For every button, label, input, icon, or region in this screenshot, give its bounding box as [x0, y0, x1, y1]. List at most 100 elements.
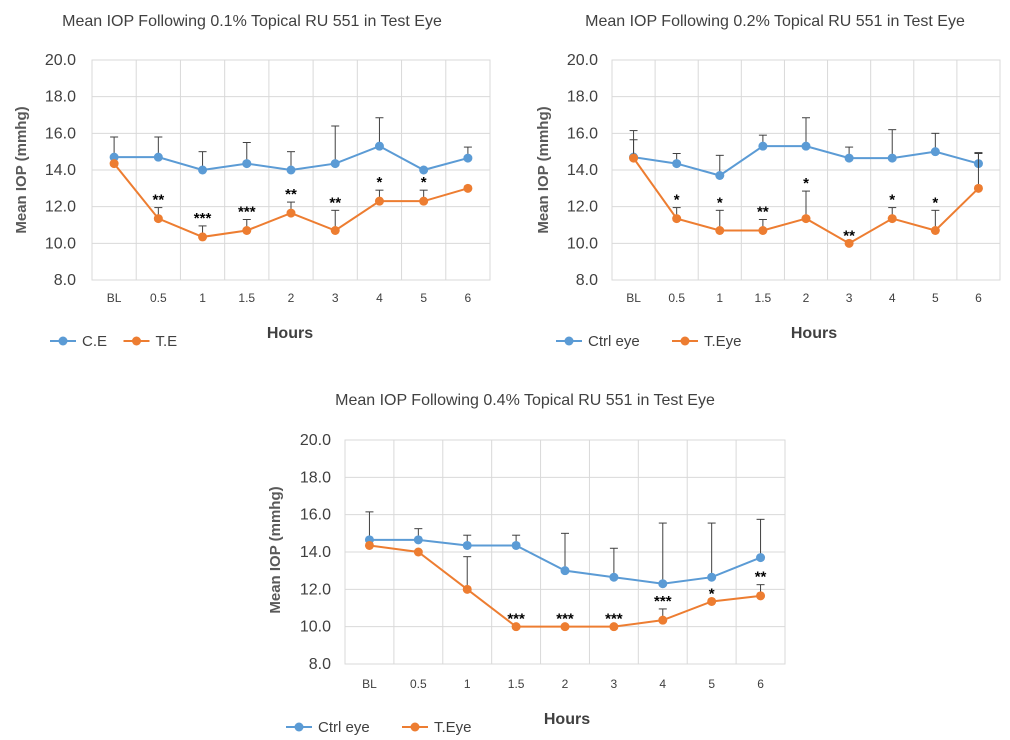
data-point — [198, 165, 208, 175]
x-tick-label: 1.5 — [508, 677, 525, 691]
legend-entry: T.Eye — [434, 719, 472, 736]
x-tick-label: 3 — [611, 677, 618, 691]
significance-label: ** — [843, 227, 855, 244]
x-tick-label: 1 — [199, 291, 206, 305]
data-point — [511, 622, 521, 632]
legend-swatch-marker — [294, 722, 304, 732]
legend: Ctrl eye T.Eye — [286, 719, 472, 736]
y-axis-label: Mean IOP (mmhg) — [535, 106, 552, 233]
data-point — [286, 165, 296, 175]
significance-label: * — [674, 192, 680, 209]
significance-label: ** — [285, 186, 297, 203]
data-point — [758, 226, 768, 235]
x-tick-label: 4 — [376, 291, 383, 305]
significance-label: ** — [755, 569, 767, 586]
y-tick-label: 18.0 — [300, 469, 331, 486]
data-point — [463, 153, 473, 163]
series-control — [364, 511, 766, 589]
y-tick-label: 16.0 — [300, 507, 331, 524]
chart-1: Mean IOP Following 0.1% Topical RU 551 i… — [13, 13, 491, 350]
data-point — [609, 622, 619, 632]
series-control — [629, 117, 983, 180]
data-point — [930, 147, 940, 157]
data-point — [511, 540, 521, 550]
significance-label: *** — [238, 204, 256, 221]
y-tick-label: 16.0 — [45, 125, 76, 142]
x-tick-label: 5 — [932, 291, 939, 305]
plot-area — [344, 439, 786, 665]
data-point — [758, 141, 768, 151]
data-point — [609, 572, 619, 582]
legend-entry: Ctrl eye — [588, 333, 640, 350]
data-point — [887, 214, 897, 224]
data-point — [707, 572, 717, 582]
series-test — [109, 159, 473, 242]
legend-swatch-marker — [132, 336, 141, 346]
x-axis-label: Hours — [791, 325, 837, 342]
legend-swatch-marker — [680, 336, 690, 346]
significance-label: *** — [556, 611, 574, 628]
x-tick-label: 6 — [975, 291, 982, 305]
y-tick-label: 16.0 — [567, 125, 598, 142]
data-point — [560, 566, 570, 576]
y-tick-label: 14.0 — [45, 162, 76, 179]
significance-label: ** — [152, 192, 164, 209]
data-point — [887, 153, 897, 163]
x-tick-label: 0.5 — [150, 291, 167, 305]
x-tick-label: 6 — [465, 291, 472, 305]
x-tick-label: 3 — [846, 291, 853, 305]
y-tick-label: 10.0 — [45, 235, 76, 252]
x-tick-label: 0.5 — [410, 677, 427, 691]
data-point — [419, 196, 429, 206]
data-point — [419, 165, 429, 175]
data-point — [374, 196, 384, 206]
data-point — [756, 553, 766, 563]
data-point — [707, 596, 717, 606]
data-point — [330, 226, 340, 235]
y-tick-label: 8.0 — [309, 656, 331, 673]
y-tick-label: 10.0 — [300, 619, 331, 636]
data-point — [330, 159, 340, 169]
y-tick-label: 20.0 — [300, 432, 331, 449]
significance-label: *** — [654, 593, 672, 610]
x-tick-label: 4 — [659, 677, 666, 691]
legend: C.E T.E — [50, 333, 177, 350]
x-tick-label: 1.5 — [238, 291, 255, 305]
data-point — [364, 540, 374, 550]
y-tick-label: 14.0 — [300, 544, 331, 561]
x-tick-label: 3 — [332, 291, 339, 305]
x-tick-label: 4 — [889, 291, 896, 305]
significance-label: * — [803, 175, 809, 192]
significance-label: * — [932, 194, 938, 211]
data-point — [629, 153, 639, 163]
y-tick-label: 12.0 — [300, 581, 331, 598]
chart-title: Mean IOP Following 0.2% Topical RU 551 i… — [585, 13, 965, 30]
data-point — [413, 547, 423, 557]
legend: Ctrl eye T.Eye — [556, 333, 742, 350]
significance-label: *** — [605, 611, 623, 628]
significance-label: * — [889, 192, 895, 209]
y-axis-label: Mean IOP (mmhg) — [267, 486, 284, 613]
significance-label: * — [709, 585, 715, 602]
data-point — [715, 171, 725, 180]
data-point — [658, 615, 668, 625]
data-point — [242, 226, 252, 235]
x-tick-label: 1 — [464, 677, 471, 691]
data-point — [286, 208, 296, 218]
x-tick-label: 5 — [708, 677, 715, 691]
plot-area — [611, 59, 1001, 281]
data-point — [973, 183, 983, 193]
x-tick-label: 1 — [716, 291, 723, 305]
y-tick-label: 12.0 — [567, 199, 598, 216]
x-tick-label: 0.5 — [668, 291, 685, 305]
significance-label: ** — [329, 194, 341, 211]
data-point — [844, 153, 854, 163]
significance-label: *** — [507, 611, 525, 628]
significance-label: * — [717, 194, 723, 211]
x-axis-label: Hours — [267, 325, 313, 342]
data-point — [715, 226, 725, 235]
y-tick-label: 18.0 — [567, 89, 598, 106]
y-tick-label: 18.0 — [45, 89, 76, 106]
y-tick-label: 12.0 — [45, 199, 76, 216]
